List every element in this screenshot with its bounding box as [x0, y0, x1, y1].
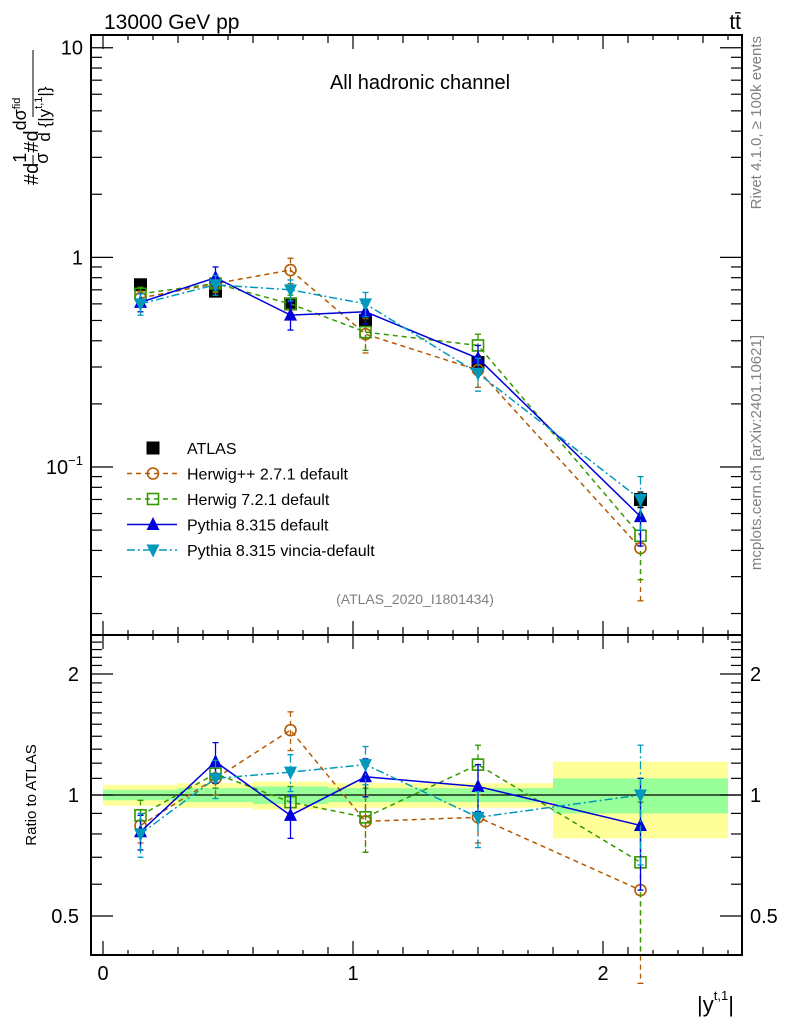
legend-entry-py: Pythia 8.315 default [127, 517, 329, 535]
main-y-tick-label: 10−1 [46, 453, 83, 479]
series-vi-main [134, 274, 647, 531]
data-point-vi [134, 298, 147, 312]
data-point-vi [359, 759, 372, 773]
legend-label: Herwig++ 2.7.1 default [187, 467, 349, 484]
header-right-label: tt̄ [729, 11, 741, 34]
series-line-vi [140, 763, 641, 835]
mcplots-label: mcplots.cern.ch [arXiv:2401.10621] [748, 335, 765, 570]
ratio-y-tick-label-right: 2 [750, 664, 761, 686]
data-point-vi [209, 279, 222, 293]
series-line-hpp [140, 269, 642, 549]
data-point-vi [634, 493, 647, 507]
data-point-py [284, 307, 297, 321]
svg-text:#d1σ#ddσfidd {|yt,1|}: #d1 σ#ddσfidd {|yt,1|} [10, 86, 54, 185]
data-point-hpp [284, 723, 297, 737]
data-point-hpp [284, 263, 297, 277]
series-line-h7 [140, 282, 642, 537]
rivet-label: Rivet 4.1.0, ≥ 100k events [748, 36, 765, 209]
legend-marker [146, 492, 160, 506]
series-hpp-ratio [134, 711, 647, 985]
legend-marker [146, 544, 160, 558]
series-line-py [139, 760, 641, 833]
ratio-y-tick-label-right: 1 [750, 785, 761, 807]
data-point-vi [359, 298, 372, 312]
series-line-hpp [140, 729, 641, 891]
data-point-h7 [359, 325, 372, 339]
legend-label: Herwig 7.2.1 default [187, 492, 330, 509]
data-point-py [359, 769, 372, 783]
main-y-axis-label: #d1 σ#ddσfidd {|yt,1|} [10, 50, 54, 185]
legend-entry-hpp: Herwig++ 2.7.1 default [127, 467, 349, 484]
main-y-tick-label: 1 [72, 247, 83, 269]
data-point-py [284, 807, 297, 821]
legend-label: Pythia 8.315 vincia-default [187, 543, 375, 560]
axis-tick-labels: 10 1 10−1 2 2 1 1 0.5 0.5 0 1 2 [46, 38, 778, 985]
legend-label: ATLAS [187, 441, 237, 458]
main-series-group [134, 257, 647, 602]
series-vi-ratio [134, 744, 647, 866]
header-left-label: 13000 GeV pp [104, 11, 239, 34]
x-tick-label: 0 [97, 963, 108, 985]
chart-title: All hadronic channel [330, 72, 510, 94]
main-y-tick-label: 10 [61, 38, 83, 60]
ratio-series-group [134, 711, 647, 985]
ratio-y-tick-label-left: 2 [68, 664, 79, 686]
legend-marker [146, 517, 160, 530]
ratio-uncertainty-bands [103, 761, 728, 839]
analysis-tag: (ATLAS_2020_I1801434) [336, 591, 494, 607]
legend: ATLAS Herwig++ 2.7.1 default Herwig 7.2.1 … [127, 441, 375, 560]
series-line-vi [140, 284, 641, 501]
x-tick-label: 2 [597, 963, 608, 985]
series-line-h7 [140, 763, 641, 863]
data-point-vi [134, 828, 147, 842]
data-point-vi [634, 789, 647, 803]
ratio-y-tick-label-right: 0.5 [750, 906, 778, 928]
data-point-h7 [359, 811, 372, 824]
data-point-py [634, 817, 647, 831]
data-point-vi [284, 766, 297, 780]
legend-marker [146, 441, 160, 455]
ratio-y-tick-label-left: 0.5 [51, 906, 79, 928]
x-tick-label: 1 [347, 963, 358, 985]
svg-text:|yt,1|: |yt,1| [697, 988, 734, 1017]
data-point-vi [209, 772, 222, 786]
axis-ticks [91, 35, 742, 956]
ratio-y-tick-label-left: 1 [68, 785, 79, 807]
data-point-py [471, 778, 485, 792]
legend-entry-h7: Herwig 7.2.1 default [127, 492, 330, 509]
legend-entry-vi: Pythia 8.315 vincia-default [127, 543, 375, 560]
data-point-py [471, 350, 485, 364]
data-point-vi [471, 367, 485, 381]
ratio-y-axis-label: Ratio to ATLAS [23, 744, 40, 845]
data-point-vi [471, 811, 485, 825]
series-line-py [140, 276, 642, 518]
legend-entry-atlas: ATLAS [146, 441, 237, 458]
x-axis-label: |yt,1| [697, 988, 734, 1017]
legend-label: Pythia 8.315 default [187, 518, 329, 535]
data-point-vi [284, 284, 297, 298]
legend-marker [146, 467, 160, 480]
